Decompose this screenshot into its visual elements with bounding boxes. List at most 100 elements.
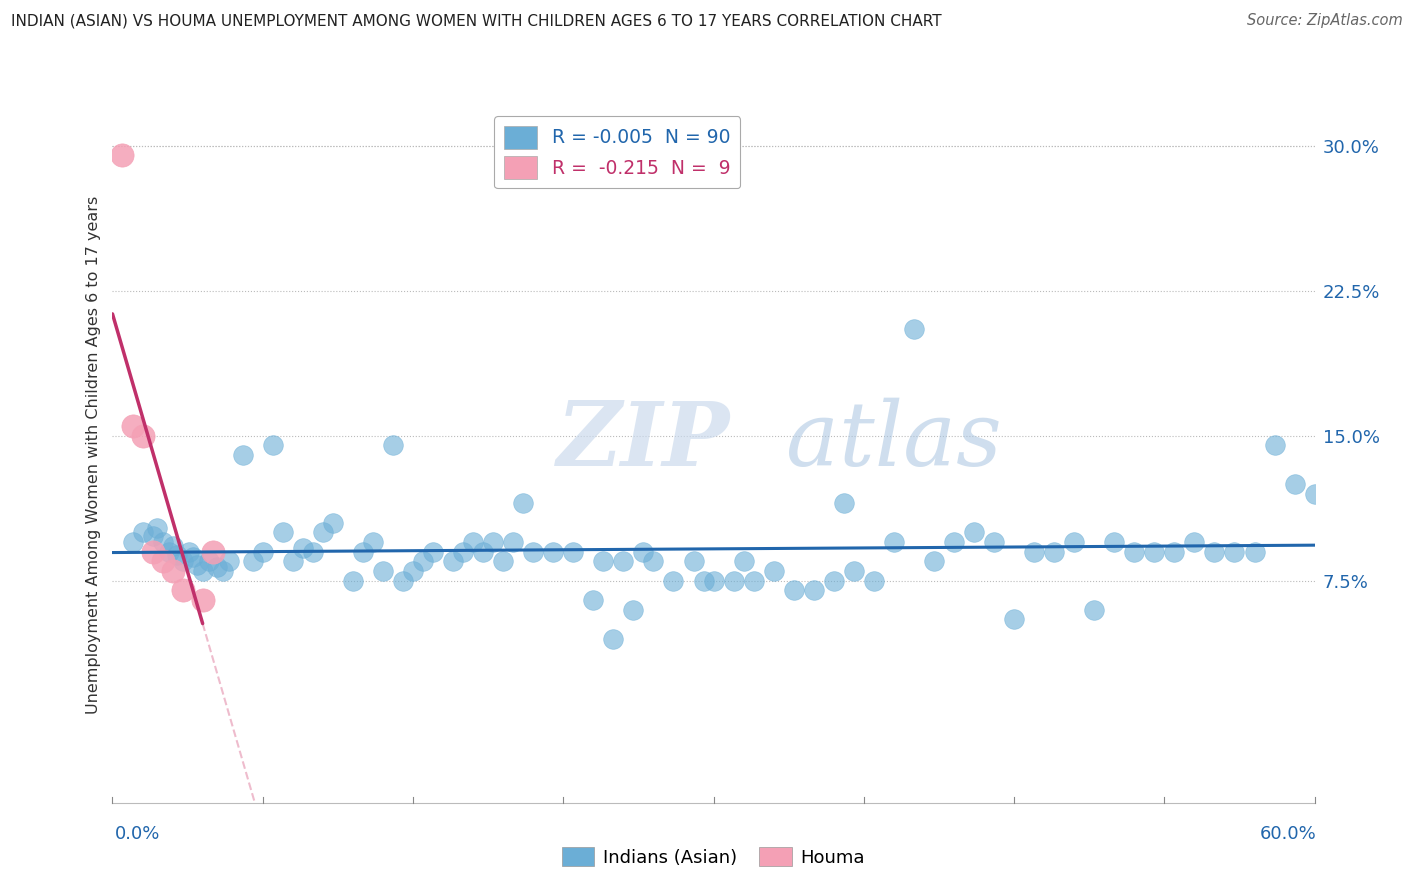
Point [422,544,444,558]
Point [922,554,945,568]
Point [543,544,565,558]
Point [983,534,1005,549]
Point [152,534,174,549]
Point [172,583,194,598]
Point [211,564,233,578]
Point [1123,544,1146,558]
Text: 0.0%: 0.0% [115,825,160,843]
Point [862,574,886,588]
Point [461,534,484,549]
Text: INDIAN (ASIAN) VS HOUMA UNEMPLOYMENT AMONG WOMEN WITH CHILDREN AGES 6 TO 17 YEAR: INDIAN (ASIAN) VS HOUMA UNEMPLOYMENT AMO… [11,13,942,29]
Point [291,541,314,555]
Point [592,554,614,568]
Point [312,525,335,540]
Point [502,534,524,549]
Point [723,574,745,588]
Point [963,525,986,540]
Point [733,554,755,568]
Point [177,544,200,558]
Point [252,544,274,558]
Point [141,529,163,543]
Point [903,322,925,336]
Point [191,592,214,607]
Point [191,564,214,578]
Point [152,554,174,568]
Point [522,544,544,558]
Point [352,544,374,558]
Point [166,549,188,563]
Point [1043,544,1066,558]
Point [131,428,153,442]
Point [145,521,167,535]
Point [1143,544,1166,558]
Point [602,632,624,646]
Point [271,525,294,540]
Point [1163,544,1185,558]
Text: atlas: atlas [786,398,1001,484]
Point [181,550,204,565]
Point [1303,486,1326,500]
Point [1184,534,1206,549]
Text: 60.0%: 60.0% [1260,825,1316,843]
Point [832,496,855,510]
Point [1243,544,1265,558]
Point [562,544,585,558]
Point [1264,438,1286,452]
Point [472,544,495,558]
Point [301,544,323,558]
Point [1063,534,1085,549]
Point [392,574,415,588]
Point [702,574,725,588]
Point [1022,544,1045,558]
Point [633,544,655,558]
Point [201,544,224,558]
Point [141,544,163,558]
Point [643,554,665,568]
Point [662,574,685,588]
Point [412,554,434,568]
Point [692,574,714,588]
Point [492,554,515,568]
Point [842,564,865,578]
Point [361,534,384,549]
Text: Source: ZipAtlas.com: Source: ZipAtlas.com [1247,13,1403,29]
Point [1204,544,1226,558]
Point [823,574,845,588]
Point [762,564,785,578]
Point [242,554,264,568]
Text: ZIP: ZIP [557,398,731,484]
Point [262,438,284,452]
Point [111,148,134,162]
Point [803,583,825,598]
Point [197,554,219,568]
Point [121,419,143,434]
Point [883,534,905,549]
Point [157,544,180,558]
Point [1083,602,1105,616]
Point [162,564,184,578]
Point [402,564,425,578]
Point [582,592,605,607]
Point [322,516,344,530]
Point [371,564,394,578]
Point [612,554,634,568]
Point [1002,612,1025,626]
Point [942,534,965,549]
Point [441,554,464,568]
Point [232,448,254,462]
Y-axis label: Unemployment Among Women with Children Ages 6 to 17 years: Unemployment Among Women with Children A… [86,196,101,714]
Point [281,554,304,568]
Point [1284,476,1306,491]
Point [162,539,184,553]
Point [205,560,228,574]
Point [121,534,143,549]
Point [172,554,194,568]
Point [1102,534,1125,549]
Point [482,534,505,549]
Point [512,496,534,510]
Point [186,558,208,573]
Legend: Indians (Asian), Houma: Indians (Asian), Houma [554,839,873,874]
Point [742,574,765,588]
Point [218,554,240,568]
Point [131,525,153,540]
